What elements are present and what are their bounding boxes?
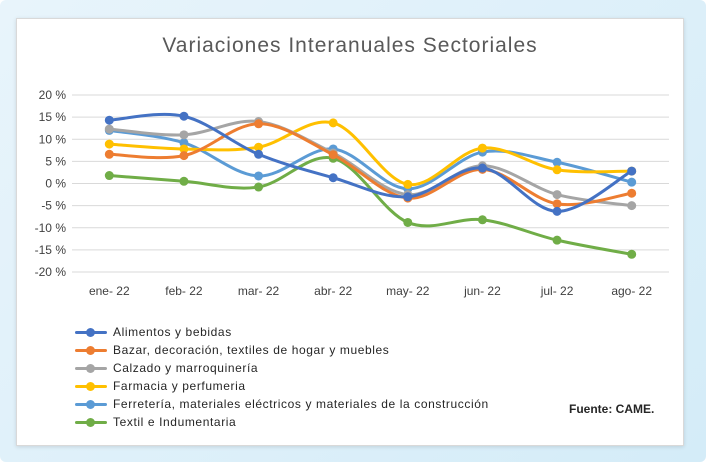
y-tick-label: 10 %: [39, 132, 67, 146]
data-point: [254, 149, 264, 159]
chart-title: Variaciones Interanuales Sectoriales: [162, 34, 538, 57]
data-point: [328, 150, 338, 160]
legend-label: Farmacia y perfumeria: [113, 379, 246, 393]
data-point: [627, 177, 637, 187]
legend-label: Bazar, decoración, textiles de hogar y m…: [113, 343, 390, 357]
data-point: [179, 138, 189, 148]
data-point: [403, 179, 413, 189]
legend-label: Calzado y marroquinería: [113, 361, 259, 375]
legend-label: Textil e Indumentaria: [113, 415, 237, 429]
legend-swatch-marker: [86, 418, 95, 427]
data-point: [179, 151, 189, 161]
data-point: [179, 111, 189, 121]
data-point: [627, 249, 637, 259]
legend-item: Farmacia y perfumeria: [75, 377, 489, 395]
data-point: [477, 163, 487, 173]
legend-item: Alimentos y bebidas: [75, 323, 489, 341]
legend-item: Calzado y marroquinería: [75, 359, 489, 377]
x-tick-label: ago- 22: [611, 284, 652, 298]
data-point: [104, 124, 114, 134]
y-tick-label: -20 %: [35, 265, 67, 279]
data-point: [627, 201, 637, 211]
legend-swatch-marker: [86, 400, 95, 409]
y-tick-label: 20 %: [39, 88, 67, 102]
data-point: [104, 171, 114, 181]
data-point: [104, 139, 114, 149]
x-tick-label: mar- 22: [238, 284, 280, 298]
series-line: [107, 128, 634, 191]
y-tick-label: -10 %: [35, 221, 67, 235]
y-tick-label: 0 %: [45, 177, 66, 191]
data-point: [254, 142, 264, 152]
data-point: [104, 149, 114, 159]
data-point: [179, 130, 189, 140]
data-point: [179, 144, 189, 154]
data-point: [403, 192, 413, 202]
data-point: [254, 182, 264, 192]
data-point: [552, 165, 562, 175]
data-point: [477, 143, 487, 153]
data-point: [552, 199, 562, 209]
legend-label: Ferretería, materiales eléctricos y mate…: [113, 397, 489, 411]
series-line: [107, 156, 634, 256]
series-line: [107, 119, 634, 208]
source-note: Fuente: CAME.: [569, 402, 655, 416]
y-tick-label: -5 %: [41, 199, 66, 213]
legend-item: Textil e Indumentaria: [75, 413, 489, 431]
data-point: [104, 115, 114, 125]
legend-item: Ferretería, materiales eléctricos y mate…: [75, 395, 489, 413]
data-point: [552, 235, 562, 245]
data-point: [627, 166, 637, 176]
chart-panel: Variaciones Interanuales Sectoriales 20 …: [16, 18, 684, 446]
x-tick-label: jul- 22: [540, 284, 574, 298]
x-tick-label: jun- 22: [463, 284, 501, 298]
data-point: [328, 118, 338, 128]
legend-label: Alimentos y bebidas: [113, 325, 232, 339]
chart-legend: Alimentos y bebidas Bazar, decoración, te…: [75, 323, 489, 431]
data-point: [552, 206, 562, 216]
data-point: [627, 188, 637, 198]
data-point: [403, 217, 413, 227]
series-line: [107, 122, 634, 207]
line-chart: 20 % 15 % 10 % 5 % 0 % -5 % -10 % -15 % -20 % ene…: [35, 88, 669, 298]
data-point: [552, 190, 562, 200]
y-tick-label: -15 %: [35, 243, 67, 257]
y-tick-label: 5 %: [45, 154, 66, 168]
y-tick-label: 15 %: [39, 110, 67, 124]
x-tick-label: may- 22: [386, 284, 430, 298]
data-point: [179, 176, 189, 186]
data-point: [477, 215, 487, 225]
legend-swatch-marker: [86, 364, 95, 373]
legend-swatch-marker: [86, 382, 95, 391]
x-tick-label: ene- 22: [89, 284, 130, 298]
data-point: [254, 119, 264, 129]
data-point: [254, 171, 264, 181]
x-tick-label: feb- 22: [165, 284, 203, 298]
data-point: [552, 157, 562, 167]
legend-item: Bazar, decoración, textiles de hogar y m…: [75, 341, 489, 359]
data-point: [328, 173, 338, 183]
x-tick-label: abr- 22: [314, 284, 352, 298]
legend-swatch-marker: [86, 346, 95, 355]
legend-swatch-marker: [86, 328, 95, 337]
